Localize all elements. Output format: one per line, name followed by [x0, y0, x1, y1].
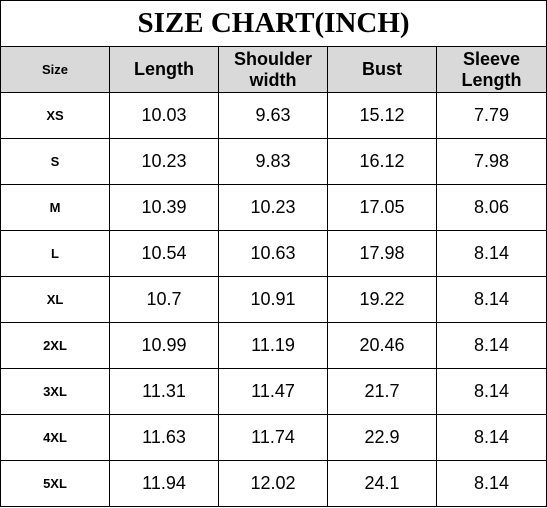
- measurement: 19.22: [327, 276, 437, 323]
- measurement: 11.74: [218, 414, 328, 461]
- measurement: 20.46: [327, 322, 437, 369]
- measurement: 15.12: [327, 92, 437, 139]
- measurement: 8.14: [435, 460, 547, 507]
- measurement: 7.98: [435, 138, 547, 185]
- measurement: 10.39: [109, 184, 219, 231]
- measurement: 10.03: [109, 92, 219, 139]
- table-row: 2XL 10.99 11.19 20.46 8.14: [0, 322, 547, 369]
- measurement: 8.14: [435, 414, 547, 461]
- size-label: 2XL: [0, 322, 110, 369]
- measurement: 10.7: [109, 276, 219, 323]
- table-row: M 10.39 10.23 17.05 8.06: [0, 184, 547, 231]
- column-header: Size: [0, 46, 110, 93]
- size-label: XL: [0, 276, 110, 323]
- measurement: 10.23: [109, 138, 219, 185]
- measurement: 8.14: [435, 276, 547, 323]
- table-row: XL 10.7 10.91 19.22 8.14: [0, 276, 547, 323]
- measurement: 16.12: [327, 138, 437, 185]
- size-label: 3XL: [0, 368, 110, 415]
- column-header: Bust: [327, 46, 437, 93]
- measurement: 9.63: [218, 92, 328, 139]
- size-label: L: [0, 230, 110, 277]
- table-row: S 10.23 9.83 16.12 7.98: [0, 138, 547, 185]
- size-label: XS: [0, 92, 110, 139]
- size-label: 4XL: [0, 414, 110, 461]
- header-row: Size Length Shoulder width Bust Sleeve Lengt…: [0, 46, 547, 93]
- measurement: 10.54: [109, 230, 219, 277]
- measurement: 17.98: [327, 230, 437, 277]
- measurement: 11.47: [218, 368, 328, 415]
- title-row: SIZE CHART(INCH): [0, 0, 547, 47]
- measurement: 8.14: [435, 322, 547, 369]
- measurement: 12.02: [218, 460, 328, 507]
- table-row: L 10.54 10.63 17.98 8.14: [0, 230, 547, 277]
- size-label: S: [0, 138, 110, 185]
- measurement: 21.7: [327, 368, 437, 415]
- measurement: 10.63: [218, 230, 328, 277]
- measurement: 17.05: [327, 184, 437, 231]
- column-header: Sleeve Length: [435, 46, 547, 93]
- title: SIZE CHART(INCH): [0, 0, 547, 47]
- measurement: 8.14: [435, 230, 547, 277]
- measurement: 8.14: [435, 368, 547, 415]
- measurement: 22.9: [327, 414, 437, 461]
- table-row: XS 10.03 9.63 15.12 7.79: [0, 92, 547, 139]
- size-label: 5XL: [0, 460, 110, 507]
- table-row: 4XL 11.63 11.74 22.9 8.14: [0, 414, 547, 461]
- measurement: 11.94: [109, 460, 219, 507]
- measurement: 10.23: [218, 184, 328, 231]
- measurement: 10.99: [109, 322, 219, 369]
- measurement: 7.79: [435, 92, 547, 139]
- measurement: 10.91: [218, 276, 328, 323]
- measurement: 9.83: [218, 138, 328, 185]
- column-header: Length: [109, 46, 219, 93]
- column-header: Shoulder width: [218, 46, 328, 93]
- measurement: 11.19: [218, 322, 328, 369]
- measurement: 11.63: [109, 414, 219, 461]
- measurement: 8.06: [435, 184, 547, 231]
- table-row: 3XL 11.31 11.47 21.7 8.14: [0, 368, 547, 415]
- measurement: 11.31: [109, 368, 219, 415]
- measurement: 24.1: [327, 460, 437, 507]
- size-label: M: [0, 184, 110, 231]
- table-row: 5XL 11.94 12.02 24.1 8.14: [0, 460, 547, 507]
